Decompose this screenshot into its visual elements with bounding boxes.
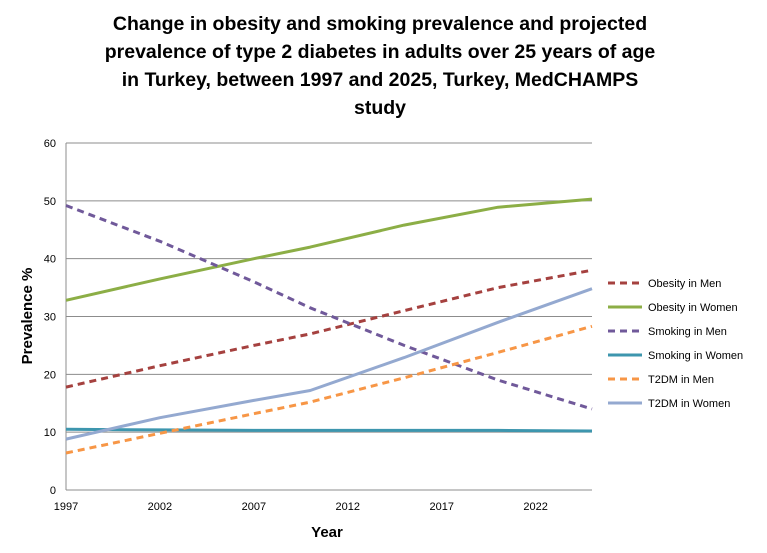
y-axis-ticks: 0 10 20 30 40 50 60 [44,138,56,497]
x-axis-ticks: 1997 2002 2007 2012 2017 2022 [54,501,548,513]
y-tick-label: 40 [44,254,56,266]
chart-title-line: in Turkey, between 1997 and 2025, Turkey… [121,69,639,91]
y-tick-label: 0 [50,485,56,497]
series-line-smoking-in-men [65,204,593,411]
series-line-t2dm-in-women [65,287,593,441]
x-tick-label: 2012 [336,501,360,513]
legend: Obesity in Men Obesity in Women Smoking in… [608,278,743,410]
chart-title-line: study [353,97,406,119]
legend-label-obesity-in-women: Obesity in Women [648,302,738,314]
series-line-smoking-in-women [65,427,593,433]
y-axis-title: Prevalence % [19,268,36,365]
y-tick-label: 30 [44,312,56,324]
x-tick-label: 2022 [523,501,547,513]
chart-title-line: prevalence of type 2 diabetes in adults … [104,41,656,63]
series-line-t2dm-in-men [65,324,593,455]
x-tick-label: 2002 [148,501,172,513]
y-tick-label: 50 [44,196,56,208]
legend-label-t2dm-in-men: T2DM in Men [648,374,714,386]
legend-label-obesity-in-men: Obesity in Men [648,278,721,290]
y-tick-label: 10 [44,427,56,439]
series-lines [65,197,593,455]
axes [65,143,592,491]
series-line-obesity-in-women [65,197,593,302]
x-tick-label: 2007 [242,501,266,513]
legend-label-t2dm-in-women: T2DM in Women [648,398,730,410]
legend-label-smoking-in-women: Smoking in Women [648,350,743,362]
x-axis-title: Year [311,524,343,541]
y-tick-label: 20 [44,369,56,381]
gridlines [66,142,592,433]
x-tick-label: 2017 [429,501,453,513]
chart-title-line: Change in obesity and smoking prevalence… [112,13,648,35]
legend-label-smoking-in-men: Smoking in Men [648,326,727,338]
y-tick-label: 60 [44,138,56,150]
x-tick-label: 1997 [54,501,78,513]
chart-title: Change in obesity and smoking prevalence… [70,10,690,122]
series-line-obesity-in-men [65,268,593,389]
